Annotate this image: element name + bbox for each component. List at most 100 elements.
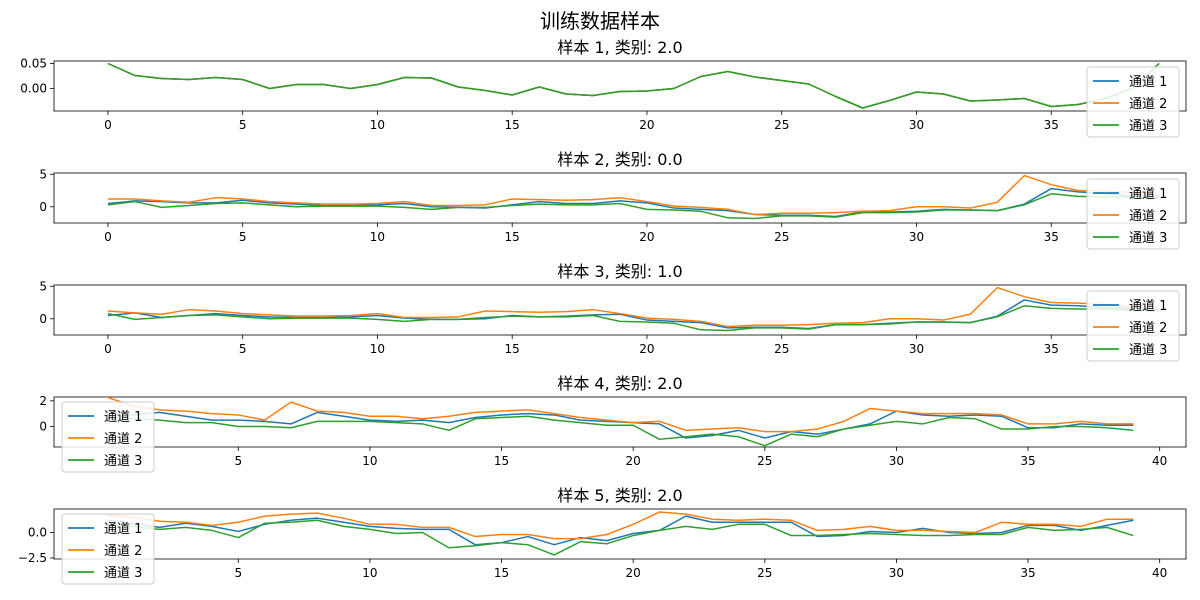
x-tick-label: 25 <box>774 342 789 356</box>
subplots: 样本 1, 类别: 2.00 5 10 15 20 25 30 350.050.00 通道 1通… <box>18 38 1187 585</box>
x-tick-label: 40 <box>1152 566 1167 580</box>
x-tick-label: 20 <box>639 342 654 356</box>
y-tick-label: −2.5 <box>18 551 47 565</box>
x-tick-label: 0 <box>104 118 112 132</box>
legend: 通道 1 通道 2 通道 3 <box>61 513 155 585</box>
series-line-channel-1 <box>107 62 1160 109</box>
series-line-channel-3 <box>107 193 1160 220</box>
axes-frame <box>53 284 1187 336</box>
subplot-title: 样本 2, 类别: 0.0 <box>557 150 682 169</box>
legend-label-channel-1: 通道 1 <box>1129 299 1167 314</box>
x-tick-label: 20 <box>626 454 641 468</box>
x-tick-label: 35 <box>1020 454 1035 468</box>
y-tick-label: 5 <box>39 279 47 293</box>
x-tick-label: 30 <box>889 454 904 468</box>
legend-label-channel-1: 通道 1 <box>104 410 142 425</box>
axes-frame <box>53 172 1187 224</box>
legend: 通道 1 通道 2 通道 3 <box>61 401 155 473</box>
x-tick-label: 35 <box>1044 230 1059 244</box>
legend: 通道 1 通道 2 通道 3 <box>1086 178 1180 250</box>
subplot-5: 样本 5, 类别: 2.05 10 15 20 25 30 35 400.0−2.5通道 1通… <box>18 486 1187 585</box>
x-tick-label: 15 <box>494 454 509 468</box>
x-tick-label: 20 <box>639 230 654 244</box>
legend-box <box>61 401 155 473</box>
series-line-channel-2 <box>107 62 1160 109</box>
y-tick-label: 0 <box>39 312 47 326</box>
x-tick-label: 10 <box>362 454 377 468</box>
x-tick-label: 25 <box>774 118 789 132</box>
x-tick-label: 5 <box>234 566 242 580</box>
x-tick-label: 30 <box>889 566 904 580</box>
series-line-channel-3 <box>107 62 1160 109</box>
x-tick-label: 30 <box>909 230 924 244</box>
y-tick-label: 2 <box>39 394 47 408</box>
subplot-title: 样本 3, 类别: 1.0 <box>557 262 682 281</box>
y-tick-label: 0 <box>39 419 47 433</box>
legend-label-channel-2: 通道 2 <box>1129 321 1167 336</box>
y-tick-label: 5 <box>39 167 47 181</box>
legend-label-channel-1: 通道 1 <box>104 522 142 537</box>
x-tick-label: 35 <box>1020 566 1035 580</box>
axes-frame <box>53 60 1187 112</box>
y-tick-label: 0.00 <box>20 82 47 96</box>
x-tick-label: 35 <box>1044 118 1059 132</box>
x-tick-label: 20 <box>626 566 641 580</box>
x-tick-label: 10 <box>370 118 385 132</box>
subplot-1: 样本 1, 类别: 2.00 5 10 15 20 25 30 350.050.00 通道 1通… <box>20 38 1187 138</box>
x-tick-label: 0 <box>104 342 112 356</box>
legend-box <box>1086 66 1180 138</box>
legend-box <box>1086 178 1180 250</box>
legend-label-channel-3: 通道 3 <box>104 454 142 469</box>
x-tick-label: 20 <box>639 118 654 132</box>
legend-box <box>1086 290 1180 362</box>
x-tick-label: 10 <box>370 342 385 356</box>
series-line-channel-2 <box>106 511 1134 540</box>
legend-label-channel-1: 通道 1 <box>1129 75 1167 90</box>
series-line-channel-1 <box>107 187 1160 218</box>
x-tick-label: 40 <box>1152 454 1167 468</box>
series-line-channel-2 <box>106 397 1134 433</box>
series-line-channel-2 <box>107 174 1160 216</box>
legend: 通道 1 通道 2 通道 3 <box>1086 290 1180 362</box>
x-tick-label: 30 <box>909 342 924 356</box>
x-tick-label: 25 <box>774 230 789 244</box>
axes-frame <box>53 508 1187 560</box>
figure-title: 训练数据样本 <box>540 9 660 33</box>
legend-label-channel-2: 通道 2 <box>1129 97 1167 112</box>
axes-frame <box>53 396 1187 448</box>
subplot-title: 样本 5, 类别: 2.0 <box>557 486 682 505</box>
x-tick-label: 10 <box>370 230 385 244</box>
x-tick-label: 15 <box>494 566 509 580</box>
series-line-channel-3 <box>106 415 1134 447</box>
subplot-title: 样本 1, 类别: 2.0 <box>557 38 682 57</box>
legend-label-channel-2: 通道 2 <box>104 544 142 559</box>
legend-box <box>61 513 155 585</box>
y-tick-label: 0.05 <box>20 57 47 71</box>
y-tick-label: 0.0 <box>28 525 47 539</box>
legend-label-channel-2: 通道 2 <box>1129 209 1167 224</box>
x-tick-label: 5 <box>234 454 242 468</box>
subplot-title: 样本 4, 类别: 2.0 <box>557 374 682 393</box>
x-tick-label: 25 <box>757 566 772 580</box>
x-tick-label: 35 <box>1044 342 1059 356</box>
x-tick-label: 5 <box>239 118 247 132</box>
x-tick-label: 5 <box>239 342 247 356</box>
legend: 通道 1 通道 2 通道 3 <box>1086 66 1180 138</box>
x-tick-label: 15 <box>505 118 520 132</box>
y-tick-label: 0 <box>39 200 47 214</box>
x-tick-label: 15 <box>505 342 520 356</box>
x-tick-label: 15 <box>505 230 520 244</box>
legend-label-channel-3: 通道 3 <box>1129 119 1167 134</box>
legend-label-channel-2: 通道 2 <box>104 432 142 447</box>
x-tick-label: 25 <box>757 454 772 468</box>
legend-label-channel-3: 通道 3 <box>1129 231 1167 246</box>
x-tick-label: 0 <box>104 230 112 244</box>
legend-label-channel-3: 通道 3 <box>104 566 142 581</box>
series-line-channel-3 <box>106 519 1134 556</box>
legend-label-channel-1: 通道 1 <box>1129 187 1167 202</box>
x-tick-label: 10 <box>362 566 377 580</box>
